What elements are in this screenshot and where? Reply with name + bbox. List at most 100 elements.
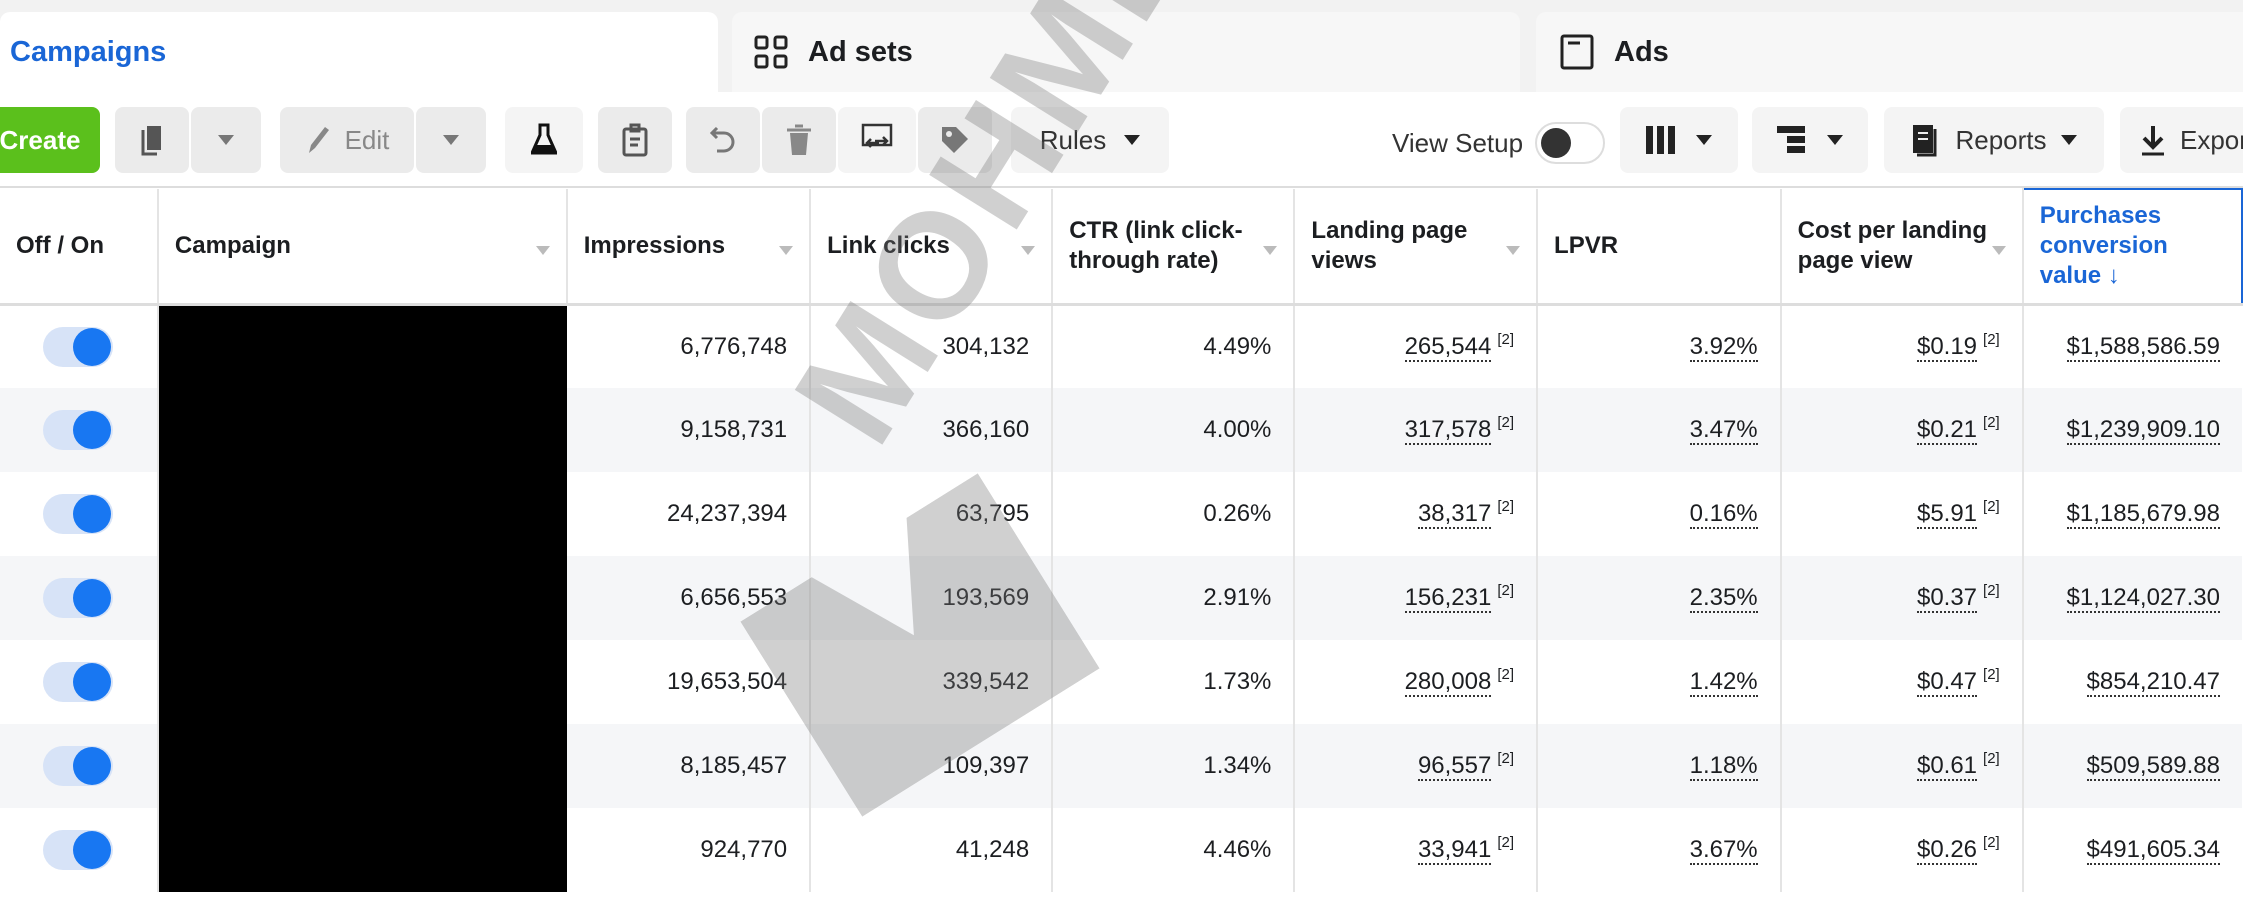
view-setup-toggle[interactable] xyxy=(1535,122,1606,164)
edit-dropdown[interactable] xyxy=(416,107,486,173)
tab-ads[interactable]: Ads xyxy=(1536,12,2243,92)
cplpv-value[interactable]: $0.19 xyxy=(1916,332,1978,362)
link-clicks-cell: 41,248 xyxy=(810,808,1054,892)
cplpv-value[interactable]: $0.21 xyxy=(1916,416,1978,445)
caret-down-icon xyxy=(2060,135,2077,145)
cplpv-cell: $5.91 [2] xyxy=(1780,472,2024,556)
footnote-marker: [2] xyxy=(1497,498,1515,515)
lpv-value[interactable]: 317,578 xyxy=(1404,416,1492,445)
campaign-name-redacted xyxy=(157,304,567,388)
swap-button[interactable] xyxy=(838,107,916,173)
column-header-link-clicks[interactable]: Link clicks xyxy=(810,189,1054,306)
campaign-name-redacted xyxy=(157,808,567,892)
pcv-value[interactable]: $491,605.34 xyxy=(2086,836,2220,865)
column-header-ctr[interactable]: CTR (link click-through rate) xyxy=(1052,189,1296,306)
ctr-cell: 1.73% xyxy=(1052,640,1296,724)
duplicate-button[interactable] xyxy=(115,107,189,173)
toggle-cell xyxy=(0,640,159,724)
impressions-cell: 19,653,504 xyxy=(566,640,812,724)
cplpv-value[interactable]: $0.47 xyxy=(1916,668,1978,697)
toolbar: Create Edit Rules View Setup Reports Exp… xyxy=(0,92,2243,188)
clipboard-button[interactable] xyxy=(598,107,672,173)
cplpv-value[interactable]: $0.61 xyxy=(1916,752,1978,781)
column-header-campaign[interactable]: Campaign xyxy=(157,189,568,306)
link-clicks-cell: 193,569 xyxy=(810,556,1054,640)
campaign-on-toggle[interactable] xyxy=(43,326,114,367)
table-row: 24,237,394 63,795 0.26% 38,317 [2] 0.16% … xyxy=(0,472,2242,556)
lpv-value[interactable]: 280,008 xyxy=(1404,668,1492,697)
lpv-value[interactable]: 265,544 xyxy=(1404,332,1492,362)
ab-test-button[interactable] xyxy=(505,107,583,173)
reports-button[interactable]: Reports xyxy=(1884,107,2104,173)
sort-caret-icon[interactable] xyxy=(779,245,794,255)
sort-caret-icon[interactable] xyxy=(1021,245,1036,255)
pcv-value[interactable]: $854,210.47 xyxy=(2086,668,2220,697)
footnote-marker: [2] xyxy=(1983,498,2000,515)
edit-button[interactable]: Edit xyxy=(280,107,414,173)
ctr-cell: 0.26% xyxy=(1052,472,1296,556)
sort-caret-icon[interactable] xyxy=(1991,245,2006,255)
tab-ad-sets[interactable]: Ad sets xyxy=(732,12,1520,92)
rules-button[interactable]: Rules xyxy=(1011,107,1169,173)
footnote-marker: [2] xyxy=(1497,330,1515,348)
duplicate-dropdown[interactable] xyxy=(191,107,261,173)
pcv-value[interactable]: $1,185,679.98 xyxy=(2066,500,2220,529)
lpv-value[interactable]: 156,231 xyxy=(1404,584,1492,613)
columns-button[interactable] xyxy=(1620,107,1738,173)
column-header-cost-per-lpv[interactable]: Cost per landing page view xyxy=(1780,189,2024,306)
tab-campaigns[interactable]: Campaigns xyxy=(0,12,718,92)
campaign-on-toggle[interactable] xyxy=(43,662,114,702)
undo-button[interactable] xyxy=(686,107,760,173)
link-clicks-cell: 109,397 xyxy=(810,724,1054,808)
caret-down-icon xyxy=(218,135,234,145)
pcv-value[interactable]: $509,589.88 xyxy=(2086,752,2220,781)
impressions-cell: 8,185,457 xyxy=(566,724,812,808)
ctr-cell: 4.49% xyxy=(1052,304,1296,388)
column-header-landing-page-views[interactable]: Landing page views xyxy=(1294,189,1539,306)
pcv-value[interactable]: $1,124,027.30 xyxy=(2066,584,2220,613)
column-header-off-on[interactable]: Off / On xyxy=(0,189,159,306)
lpv-cell: 280,008 [2] xyxy=(1294,640,1539,724)
column-header-impressions[interactable]: Impressions xyxy=(566,189,812,306)
caret-down-icon xyxy=(1124,135,1141,145)
pcv-value[interactable]: $1,239,909.10 xyxy=(2066,416,2220,445)
ad-window-icon xyxy=(1560,34,1594,70)
lpv-value[interactable]: 38,317 xyxy=(1417,500,1492,529)
delete-button[interactable] xyxy=(762,107,836,173)
export-button[interactable]: Export xyxy=(2120,107,2243,173)
lpvr-value[interactable]: 3.67% xyxy=(1689,836,1758,865)
lpvr-value[interactable]: 2.35% xyxy=(1689,584,1758,613)
campaign-on-toggle[interactable] xyxy=(43,578,114,618)
rules-label: Rules xyxy=(1039,124,1107,155)
tag-button[interactable] xyxy=(918,107,992,173)
campaign-on-toggle[interactable] xyxy=(43,410,114,450)
link-clicks-cell: 63,795 xyxy=(810,472,1054,556)
campaign-on-toggle[interactable] xyxy=(43,830,114,870)
lpv-value[interactable]: 33,941 xyxy=(1417,836,1492,865)
pcv-cell: $1,239,909.10 xyxy=(2022,388,2242,472)
lpvr-value[interactable]: 3.92% xyxy=(1689,332,1758,362)
caret-down-icon xyxy=(1827,135,1843,145)
column-header-lpvr[interactable]: LPVR xyxy=(1537,189,1782,306)
sort-caret-icon[interactable] xyxy=(1263,245,1278,255)
lpvr-value[interactable]: 1.18% xyxy=(1689,752,1758,781)
sort-caret-icon[interactable] xyxy=(535,245,550,255)
campaign-on-toggle[interactable] xyxy=(43,746,114,786)
cplpv-value[interactable]: $0.37 xyxy=(1916,584,1978,613)
create-button[interactable]: Create xyxy=(0,107,100,173)
cplpv-value[interactable]: $0.26 xyxy=(1916,836,1978,865)
lpvr-value[interactable]: 3.47% xyxy=(1689,416,1758,445)
ctr-cell: 1.34% xyxy=(1052,724,1296,808)
pcv-cell: $1,588,586.59 xyxy=(2023,304,2242,388)
lpvr-value[interactable]: 0.16% xyxy=(1689,500,1758,529)
campaign-on-toggle[interactable] xyxy=(43,494,114,534)
sort-caret-icon[interactable] xyxy=(1506,245,1521,255)
table-row: 9,158,731 366,160 4.00% 317,578 [2] 3.47%… xyxy=(0,388,2242,472)
cplpv-value[interactable]: $5.91 xyxy=(1916,500,1978,529)
lpvr-value[interactable]: 1.42% xyxy=(1689,668,1758,697)
column-header-purchases-conversion-value[interactable]: Purchases conversion value ↓ xyxy=(2021,188,2243,306)
breakdown-button[interactable] xyxy=(1752,107,1868,173)
pcv-value[interactable]: $1,588,586.59 xyxy=(2066,332,2220,362)
lpv-value[interactable]: 96,557 xyxy=(1417,752,1492,781)
lpvr-cell: 1.42% xyxy=(1537,640,1782,724)
